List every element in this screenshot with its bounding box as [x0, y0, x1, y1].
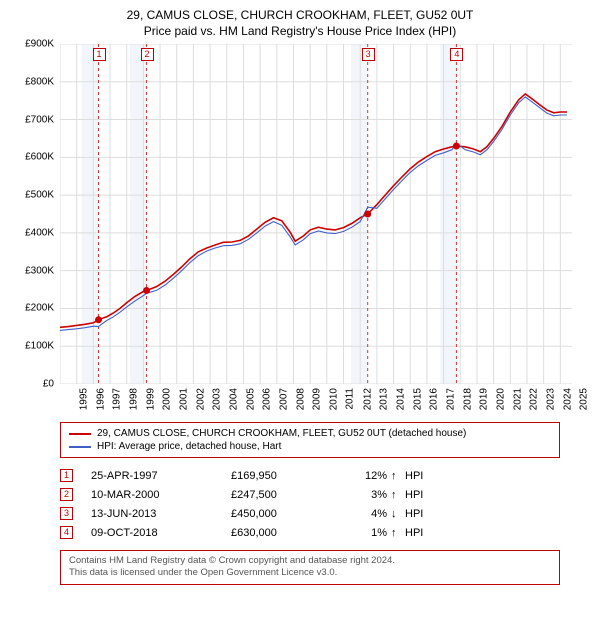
event-row: 3 13-JUN-2013£450,0004%↓HPI [60, 504, 560, 523]
legend-label: 29, CAMUS CLOSE, CHURCH CROOKHAM, FLEET,… [97, 428, 466, 439]
event-pct: 12% [331, 470, 391, 482]
x-axis-label: 2023 [545, 388, 556, 410]
event-number-box: 3 [60, 507, 73, 520]
legend-row: HPI: Average price, detached house, Hart [69, 440, 551, 453]
event-number-box: 4 [60, 526, 73, 539]
x-axis-label: 2002 [195, 388, 206, 410]
event-pct: 1% [331, 527, 391, 539]
events-table: 125-APR-1997£169,95012%↑HPI210-MAR-2000£… [60, 466, 560, 542]
event-suffix: HPI [405, 489, 423, 501]
x-axis-label: 2015 [412, 388, 423, 410]
footer-attribution: Contains HM Land Registry data © Crown c… [60, 550, 560, 585]
event-date: 10-MAR-2000 [91, 489, 231, 501]
x-axis-label: 1997 [112, 388, 123, 410]
y-axis-label: £100K [25, 341, 54, 352]
event-date: 09-OCT-2018 [91, 527, 231, 539]
legend-label: HPI: Average price, detached house, Hart [97, 441, 281, 452]
y-axis-label: £900K [25, 39, 54, 50]
x-axis-label: 2018 [462, 388, 473, 410]
x-axis-label: 2010 [328, 388, 339, 410]
y-axis-label: £600K [25, 152, 54, 163]
event-suffix: HPI [405, 508, 423, 520]
legend-box: 29, CAMUS CLOSE, CHURCH CROOKHAM, FLEET,… [60, 422, 560, 458]
footer-line-2: This data is licensed under the Open Gov… [69, 567, 551, 579]
y-axis-label: £800K [25, 76, 54, 87]
event-arrow-icon: ↑ [391, 527, 405, 539]
event-price: £630,000 [231, 527, 331, 539]
event-marker: 3 [362, 48, 375, 61]
event-marker: 2 [141, 48, 154, 61]
legend-swatch [69, 433, 91, 435]
x-axis-label: 2019 [479, 388, 490, 410]
event-date: 25-APR-1997 [91, 470, 231, 482]
legend-row: 29, CAMUS CLOSE, CHURCH CROOKHAM, FLEET,… [69, 427, 551, 440]
x-axis-label: 2008 [295, 388, 306, 410]
x-axis-label: 2016 [428, 388, 439, 410]
x-axis-label: 2004 [228, 388, 239, 410]
x-axis-label: 2022 [529, 388, 540, 410]
event-marker: 1 [93, 48, 106, 61]
event-pct: 4% [331, 508, 391, 520]
event-price: £247,500 [231, 489, 331, 501]
event-number-box: 2 [60, 488, 73, 501]
event-suffix: HPI [405, 527, 423, 539]
y-axis-label: £500K [25, 190, 54, 201]
event-suffix: HPI [405, 470, 423, 482]
chart-subtitle: Price paid vs. HM Land Registry's House … [10, 24, 590, 38]
x-axis-label: 2011 [344, 388, 355, 410]
x-axis-label: 1999 [145, 388, 156, 410]
x-axis-label: 1996 [95, 388, 106, 410]
x-axis-label: 2020 [495, 388, 506, 410]
x-axis-label: 2024 [562, 388, 573, 410]
plot-region: 1 2 3 4 [60, 44, 572, 384]
x-axis-label: 2009 [312, 388, 323, 410]
event-arrow-icon: ↑ [391, 470, 405, 482]
event-row: 2 10-MAR-2000£247,5003%↑HPI [60, 485, 560, 504]
event-price: £169,950 [231, 470, 331, 482]
event-marker: 4 [450, 48, 463, 61]
x-axis-label: 2017 [445, 388, 456, 410]
x-axis-label: 2001 [178, 388, 189, 410]
x-axis-label: 2012 [362, 388, 373, 410]
x-axis-label: 2013 [378, 388, 389, 410]
y-axis-label: £300K [25, 265, 54, 276]
x-axis-label: 1995 [78, 388, 89, 410]
event-pct: 3% [331, 489, 391, 501]
event-date: 13-JUN-2013 [91, 508, 231, 520]
x-axis-label: 2021 [512, 388, 523, 410]
plot-svg [60, 44, 572, 384]
x-axis-label: 2006 [262, 388, 273, 410]
x-axis-label: 2007 [278, 388, 289, 410]
x-axis-label: 2014 [395, 388, 406, 410]
x-axis-label: 1998 [128, 388, 139, 410]
x-axis-label: 2005 [245, 388, 256, 410]
event-price: £450,000 [231, 508, 331, 520]
x-axis-label: 2003 [212, 388, 223, 410]
y-axis-label: £200K [25, 303, 54, 314]
event-row: 1 25-APR-1997£169,95012%↑HPI [60, 466, 560, 485]
x-axis-label: 2025 [579, 388, 590, 410]
event-row: 4 09-OCT-2018£630,0001%↑HPI [60, 523, 560, 542]
legend-swatch [69, 446, 91, 448]
x-axis-label: 2000 [162, 388, 173, 410]
y-axis-label: £700K [25, 114, 54, 125]
event-number-box: 1 [60, 469, 73, 482]
y-axis-label: £0 [43, 379, 54, 390]
event-arrow-icon: ↓ [391, 508, 405, 520]
chart-area: £0 £100K £200K £300K £400K £500K £600K £700K £80… [18, 44, 578, 414]
footer-line-1: Contains HM Land Registry data © Crown c… [69, 555, 551, 567]
y-axis-label: £400K [25, 227, 54, 238]
chart-title: 29, CAMUS CLOSE, CHURCH CROOKHAM, FLEET,… [10, 8, 590, 22]
event-arrow-icon: ↑ [391, 489, 405, 501]
